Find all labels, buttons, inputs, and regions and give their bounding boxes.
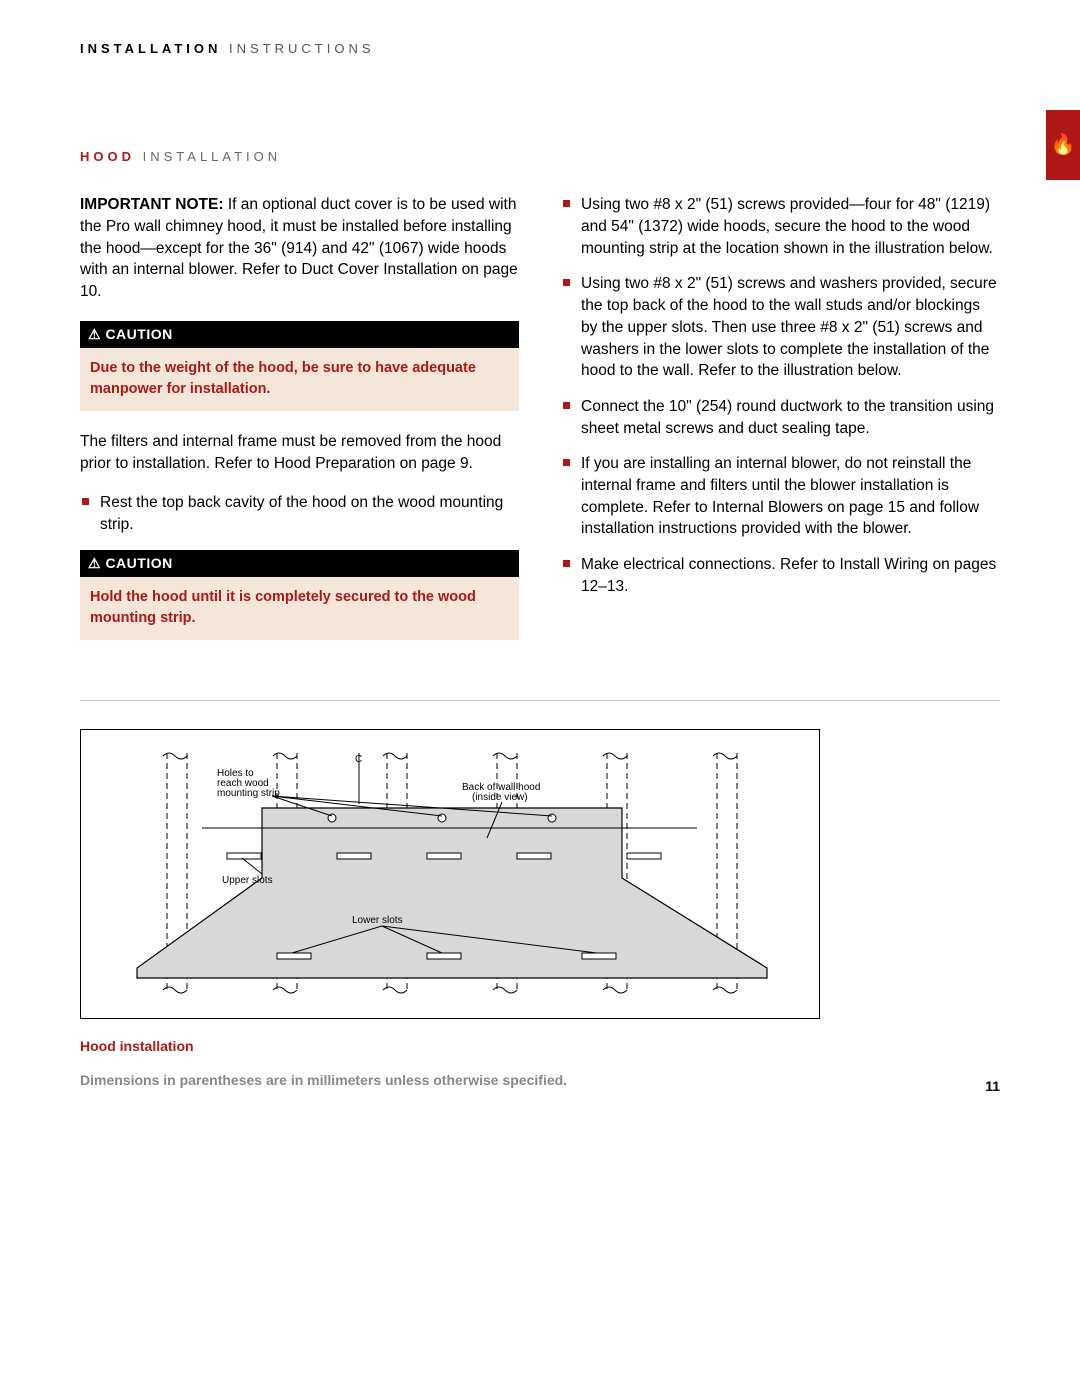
caution-body-1: Due to the weight of the hood, be sure t… — [80, 348, 519, 411]
list-item: Connect the 10" (254) round ductwork to … — [561, 396, 1000, 439]
figure-caption: Hood installation — [80, 1037, 1000, 1057]
page-number: 11 — [985, 1077, 1000, 1097]
figure-note: Dimensions in parentheses are in millime… — [80, 1071, 1000, 1091]
svg-text:(inside view): (inside view) — [472, 792, 528, 803]
important-note: IMPORTANT NOTE: If an optional duct cove… — [80, 194, 519, 302]
section-header: HOOD INSTALLATION — [80, 148, 1000, 166]
side-tab: 🔥 — [1046, 110, 1080, 180]
hood-diagram: Holes to reach wood mounting strip Back … — [80, 729, 820, 1019]
svg-text:Upper slots: Upper slots — [222, 875, 273, 886]
list-item: Rest the top back cavity of the hood on … — [80, 492, 519, 535]
svg-text:mounting strip: mounting strip — [217, 788, 280, 799]
left-column: IMPORTANT NOTE: If an optional duct cove… — [80, 194, 519, 660]
list-item: If you are installing an internal blower… — [561, 453, 1000, 540]
svg-text:C: C — [355, 754, 362, 765]
divider — [80, 700, 1000, 701]
caution-body-2: Hold the hood until it is completely sec… — [80, 577, 519, 640]
page-header: INSTALLATION INSTRUCTIONS — [80, 40, 1000, 58]
list-item: Using two #8 x 2" (51) screws provided—f… — [561, 194, 1000, 259]
paragraph: The filters and internal frame must be r… — [80, 431, 519, 474]
list-item: Using two #8 x 2" (51) screws and washer… — [561, 273, 1000, 381]
caution-header-1: ⚠ CAUTION — [80, 321, 519, 349]
svg-text:Lower slots: Lower slots — [352, 915, 403, 926]
caution-header-2: ⚠ CAUTION — [80, 550, 519, 578]
list-item: Make electrical connections. Refer to In… — [561, 554, 1000, 597]
right-column: Using two #8 x 2" (51) screws provided—f… — [561, 194, 1000, 660]
